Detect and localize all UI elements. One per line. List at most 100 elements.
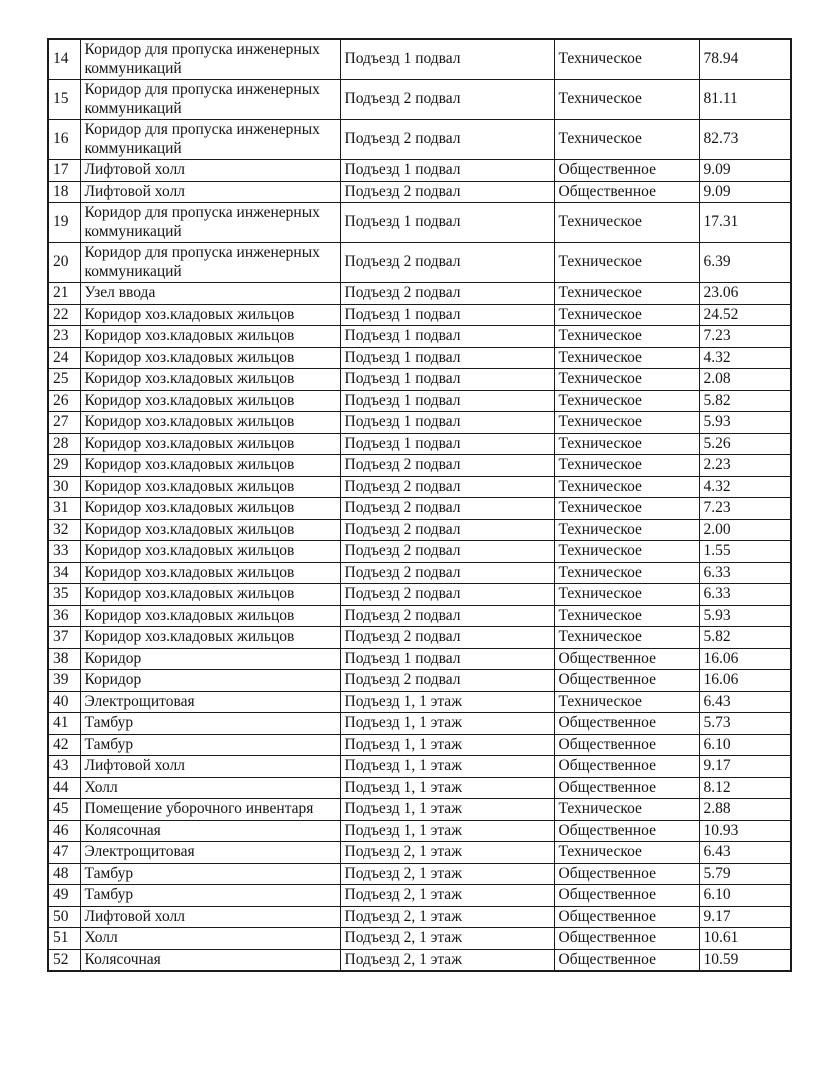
premise-location-cell: Подъезд 1, 1 этаж (339, 776, 555, 799)
row-number-cell: 51 (47, 927, 81, 950)
row-number-cell: 29 (47, 454, 81, 477)
premise-type-cell: Общественное (553, 180, 700, 203)
premise-location-cell: Подъезд 2, 1 этаж (339, 841, 555, 864)
document-page: 14 Коридор для пропуска инженерных коммун… (47, 38, 792, 972)
premise-area-cell: 10.93 (698, 819, 792, 842)
premise-name-cell: Коридор хоз.кладовых жильцов (79, 303, 341, 326)
table-row: 15 Коридор для пропуска инженерных коммун… (47, 79, 792, 120)
premise-area-cell: 2.88 (698, 798, 792, 821)
table-row: 45 Помещение уборочного инвентаря Подъезд … (47, 798, 792, 821)
premise-location-cell: Подъезд 2 подвал (339, 497, 555, 520)
premise-type-cell: Техническое (553, 583, 700, 606)
premise-type-cell: Техническое (553, 325, 700, 348)
premises-table-body: 14 Коридор для пропуска инженерных коммун… (47, 38, 792, 972)
table-row: 24 Коридор хоз.кладовых жильцов Подъезд 1 … (47, 346, 792, 369)
row-number-cell: 33 (47, 540, 81, 563)
premise-location-cell: Подъезд 1 подвал (339, 303, 555, 326)
premise-type-cell: Общественное (553, 733, 700, 756)
premise-location-cell: Подъезд 2 подвал (339, 454, 555, 477)
table-row: 17 Лифтовой холл Подъезд 1 подвал Обществен… (47, 159, 792, 182)
premise-name-cell: Коридор хоз.кладовых жильцов (79, 626, 341, 649)
row-number-cell: 20 (47, 242, 81, 283)
row-number-cell: 22 (47, 303, 81, 326)
premise-type-cell: Общественное (553, 927, 700, 950)
table-row: 30 Коридор хоз.кладовых жильцов Подъезд 2 … (47, 475, 792, 498)
row-number-cell: 21 (47, 282, 81, 305)
premise-type-cell: Техническое (553, 626, 700, 649)
premise-location-cell: Подъезд 2 подвал (339, 626, 555, 649)
premise-area-cell: 6.10 (698, 884, 792, 907)
premise-name-cell: Холл (79, 927, 341, 950)
table-row: 19 Коридор для пропуска инженерных коммун… (47, 202, 792, 243)
premise-name-cell: Коридор хоз.кладовых жильцов (79, 583, 341, 606)
premise-area-cell: 81.11 (698, 79, 792, 120)
premise-area-cell: 5.73 (698, 712, 792, 735)
row-number-cell: 32 (47, 518, 81, 541)
premise-type-cell: Техническое (553, 389, 700, 412)
premise-type-cell: Техническое (553, 798, 700, 821)
premise-location-cell: Подъезд 2 подвал (339, 583, 555, 606)
table-row: 25 Коридор хоз.кладовых жильцов Подъезд 1 … (47, 368, 792, 391)
table-row: 14 Коридор для пропуска инженерных коммун… (47, 38, 792, 80)
premise-name-cell: Лифтовой холл (79, 180, 341, 203)
premise-type-cell: Техническое (553, 561, 700, 584)
premise-area-cell: 9.09 (698, 159, 792, 182)
premise-location-cell: Подъезд 1 подвал (339, 432, 555, 455)
premise-area-cell: 23.06 (698, 282, 792, 305)
table-row: 41 Тамбур Подъезд 1, 1 этаж Общественное 5.7… (47, 712, 792, 735)
premise-type-cell: Техническое (553, 475, 700, 498)
premise-area-cell: 5.79 (698, 862, 792, 885)
premise-name-cell: Коридор хоз.кладовых жильцов (79, 368, 341, 391)
premise-area-cell: 82.73 (698, 119, 792, 160)
premise-type-cell: Техническое (553, 346, 700, 369)
premise-area-cell: 5.82 (698, 626, 792, 649)
table-row: 50 Лифтовой холл Подъезд 2, 1 этаж Обществе… (47, 905, 792, 928)
premise-name-cell: Коридор хоз.кладовых жильцов (79, 389, 341, 412)
premise-area-cell: 1.55 (698, 540, 792, 563)
table-row: 43 Лифтовой холл Подъезд 1, 1 этаж Обществе… (47, 755, 792, 778)
row-number-cell: 35 (47, 583, 81, 606)
premise-area-cell: 5.93 (698, 604, 792, 627)
premise-type-cell: Техническое (553, 411, 700, 434)
premise-area-cell: 10.61 (698, 927, 792, 950)
table-row: 22 Коридор хоз.кладовых жильцов Подъезд 1 … (47, 303, 792, 326)
premise-location-cell: Подъезд 1, 1 этаж (339, 712, 555, 735)
row-number-cell: 48 (47, 862, 81, 885)
premise-location-cell: Подъезд 1, 1 этаж (339, 755, 555, 778)
row-number-cell: 15 (47, 79, 81, 120)
premise-type-cell: Техническое (553, 604, 700, 627)
premise-type-cell: Общественное (553, 669, 700, 692)
premise-name-cell: Коридор хоз.кладовых жильцов (79, 432, 341, 455)
premise-location-cell: Подъезд 2, 1 этаж (339, 948, 555, 972)
row-number-cell: 17 (47, 159, 81, 182)
premise-area-cell: 7.23 (698, 497, 792, 520)
premise-type-cell: Общественное (553, 862, 700, 885)
premise-name-cell: Помещение уборочного инвентаря (79, 798, 341, 821)
premise-location-cell: Подъезд 1 подвал (339, 159, 555, 182)
premise-location-cell: Подъезд 1 подвал (339, 411, 555, 434)
row-number-cell: 41 (47, 712, 81, 735)
row-number-cell: 42 (47, 733, 81, 756)
premise-name-cell: Тамбур (79, 884, 341, 907)
premise-name-cell: Колясочная (79, 948, 341, 972)
row-number-cell: 18 (47, 180, 81, 203)
table-row: 32 Коридор хоз.кладовых жильцов Подъезд 2 … (47, 518, 792, 541)
premise-type-cell: Общественное (553, 712, 700, 735)
premise-name-cell: Коридор для пропуска инженерных коммуник… (79, 38, 341, 80)
premise-location-cell: Подъезд 2 подвал (339, 79, 555, 120)
premise-location-cell: Подъезд 1, 1 этаж (339, 733, 555, 756)
premise-location-cell: Подъезд 1 подвал (339, 202, 555, 243)
row-number-cell: 40 (47, 690, 81, 713)
premise-type-cell: Техническое (553, 454, 700, 477)
premise-type-cell: Техническое (553, 690, 700, 713)
premise-name-cell: Холл (79, 776, 341, 799)
premise-area-cell: 16.06 (698, 669, 792, 692)
table-row: 38 Коридор Подъезд 1 подвал Общественное 16.… (47, 647, 792, 670)
premise-area-cell: 6.39 (698, 242, 792, 283)
table-row: 35 Коридор хоз.кладовых жильцов Подъезд 2 … (47, 583, 792, 606)
premise-area-cell: 16.06 (698, 647, 792, 670)
row-number-cell: 52 (47, 948, 81, 972)
premise-area-cell: 78.94 (698, 38, 792, 80)
row-number-cell: 44 (47, 776, 81, 799)
table-row: 16 Коридор для пропуска инженерных коммун… (47, 119, 792, 160)
